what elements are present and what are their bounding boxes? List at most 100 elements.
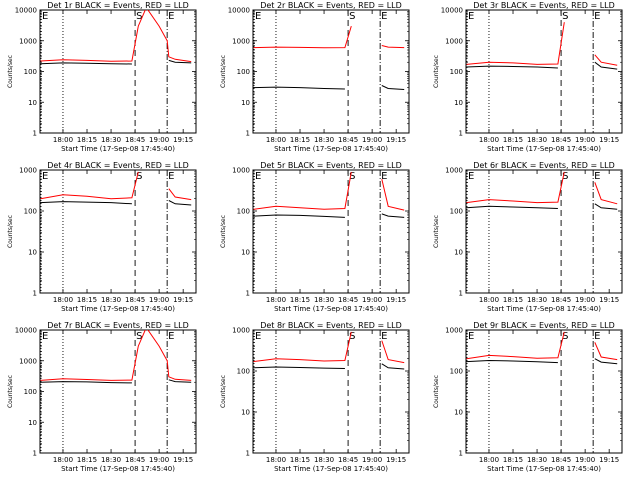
x-tick-label: 18:30 [527,136,547,144]
series-line-events [253,85,405,90]
chart-title: Det 4r BLACK = Events, RED = LLD [47,161,189,170]
event-marker-label: S [136,331,142,342]
y-axis-label: Counts/sec [433,55,440,88]
plot-frame [252,169,410,294]
plot-frame [465,169,623,294]
y-tick-label: 1 [33,290,37,298]
x-tick-label: 18:45 [551,456,571,464]
event-marker-label: E [42,171,48,182]
event-marker-label: E [594,11,600,22]
y-tick-label: 1 [246,130,250,138]
series-line-lld [40,171,192,201]
series-line-events [40,59,192,65]
x-tick-label: 19:15 [386,136,406,144]
x-tick-label: 19:00 [149,296,169,304]
x-axis-label: Start Time (17-Sep-08 17:45:40) [487,145,601,153]
y-tick-label: 1000 [445,167,463,175]
x-tick-label: 18:15 [290,296,310,304]
x-tick-label: 19:15 [173,456,193,464]
y-tick-label: 10000 [15,327,37,335]
y-axis-label: Counts/sec [433,215,440,248]
x-tick-label: 19:15 [599,456,619,464]
y-tick-label: 1 [33,450,37,458]
y-tick-label: 1000 [19,37,37,45]
x-tick-label: 18:15 [290,136,310,144]
x-tick-label: 19:15 [386,456,406,464]
series-line-events [40,379,192,384]
x-tick-label: 18:30 [314,296,334,304]
event-marker-label: E [468,171,474,182]
chart-panel: Det 3r BLACK = Events, RED = LLD Counts/s… [433,1,623,153]
y-tick-label: 1000 [232,167,250,175]
event-marker-label: E [168,171,174,182]
y-tick-label: 1 [246,290,250,298]
series-line-events [466,358,618,365]
y-tick-label: 100 [24,208,37,216]
x-tick-label: 18:30 [101,456,121,464]
x-tick-label: 19:15 [386,296,406,304]
chart-panel: Det 7r BLACK = Events, RED = LLD Counts/s… [7,321,197,473]
plot-frame [39,169,197,294]
y-tick-label: 100 [450,208,463,216]
event-marker-label: S [562,171,568,182]
y-axis-label: Counts/sec [7,215,14,248]
series-line-lld [466,171,618,205]
event-marker-label: S [349,11,355,22]
series-line-lld [253,171,405,211]
x-tick-label: 18:30 [314,136,334,144]
x-axis-label: Start Time (17-Sep-08 17:45:40) [274,145,388,153]
series-line-events [40,200,192,206]
plot-frame [252,329,410,454]
y-tick-label: 1 [459,450,463,458]
y-tick-label: 10 [454,249,463,257]
y-tick-label: 1 [459,290,463,298]
y-axis-label: Counts/sec [220,215,227,248]
event-marker-label: E [42,331,48,342]
x-tick-label: 18:15 [77,296,97,304]
series-line-events [466,203,618,210]
x-tick-label: 19:15 [599,296,619,304]
x-tick-label: 19:15 [599,136,619,144]
y-tick-label: 10 [454,99,463,107]
x-tick-label: 18:45 [125,296,145,304]
event-marker-label: E [381,11,387,22]
y-tick-label: 10 [28,99,37,107]
x-tick-label: 18:45 [551,136,571,144]
x-tick-label: 19:00 [575,296,595,304]
y-tick-label: 10 [454,409,463,417]
event-marker-label: E [594,331,600,342]
chart-panel: Det 8r BLACK = Events, RED = LLD Counts/s… [220,321,410,473]
x-tick-label: 18:30 [527,296,547,304]
y-tick-label: 10000 [15,7,37,15]
event-marker-label: E [381,331,387,342]
y-axis-label: Counts/sec [220,375,227,408]
x-tick-label: 18:00 [266,296,286,304]
event-marker-label: S [136,11,142,22]
x-tick-label: 18:15 [503,136,523,144]
event-marker-label: E [255,171,261,182]
y-tick-label: 100 [450,68,463,76]
chart-panel: Det 4r BLACK = Events, RED = LLD Counts/s… [7,161,197,313]
x-tick-label: 18:00 [479,136,499,144]
series-line-lld [253,25,405,49]
x-axis-label: Start Time (17-Sep-08 17:45:40) [274,465,388,473]
series-line-events [253,213,405,218]
y-tick-label: 1000 [19,167,37,175]
x-tick-label: 18:30 [527,456,547,464]
x-tick-label: 18:00 [266,456,286,464]
x-tick-label: 19:15 [173,296,193,304]
series-line-lld [253,331,405,364]
chart-title: Det 5r BLACK = Events, RED = LLD [260,161,402,170]
event-marker-label: E [468,11,474,22]
x-tick-label: 18:45 [125,136,145,144]
chart-title: Det 1r BLACK = Events, RED = LLD [47,1,189,10]
x-axis-label: Start Time (17-Sep-08 17:45:40) [487,305,601,313]
x-tick-label: 18:30 [101,296,121,304]
x-tick-label: 18:00 [53,136,73,144]
y-tick-label: 100 [24,388,37,396]
chart-panel: Det 2r BLACK = Events, RED = LLD Counts/s… [220,1,410,153]
x-tick-label: 18:45 [338,136,358,144]
x-tick-label: 18:45 [338,456,358,464]
y-axis-label: Counts/sec [220,55,227,88]
chart-panel: Det 5r BLACK = Events, RED = LLD Counts/s… [220,161,410,313]
